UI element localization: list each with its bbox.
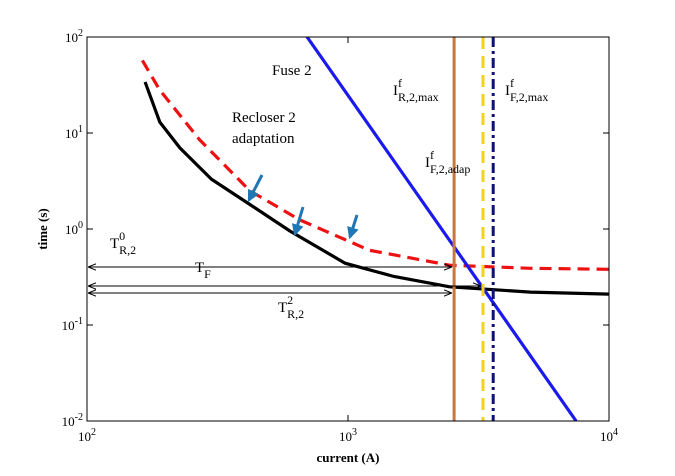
series-line <box>141 59 609 271</box>
series-line <box>305 37 578 421</box>
annotation: T <box>195 260 204 276</box>
annotation-sub: F,2,adap <box>430 162 470 176</box>
annotation-sup: f <box>398 76 402 90</box>
annotation-sup: f <box>510 76 514 90</box>
arrow <box>347 214 359 240</box>
x-axis-label: current (A) <box>317 450 380 465</box>
tick-label: 101 <box>65 124 83 141</box>
tick-label: 104 <box>600 427 618 444</box>
annotation-sup: f <box>430 148 434 162</box>
annotation: Fuse 2 <box>272 63 312 79</box>
annotation-sub: R,2,max <box>398 90 439 104</box>
y-axis-label: time (s) <box>35 208 50 250</box>
tick-label: 103 <box>339 427 357 444</box>
annotation: I <box>425 155 430 171</box>
annotation: T <box>110 236 119 252</box>
annotation-sub: R,2 <box>119 243 136 257</box>
span-arrows <box>88 267 481 293</box>
annotation-sup: 2 <box>287 293 293 307</box>
arrow <box>247 174 264 203</box>
shift-arrows <box>247 174 359 240</box>
tick-label: 10-2 <box>62 412 83 429</box>
annotation-sub: F <box>204 267 211 281</box>
annotation: I <box>505 83 510 99</box>
tick-label: 10-1 <box>62 316 83 333</box>
annotation: I <box>393 83 398 99</box>
annotation-sub: R,2 <box>287 307 304 321</box>
annotation: T <box>278 300 287 316</box>
arrow <box>291 206 305 237</box>
annotation-sub: F,2,max <box>510 90 548 104</box>
annotation: Recloser 2 <box>232 110 296 126</box>
tick-label: 102 <box>65 28 83 45</box>
tick-label: 102 <box>78 427 96 444</box>
annotation: adaptation <box>232 131 295 147</box>
annotation-sup: 0 <box>119 229 125 243</box>
tick-label: 100 <box>65 220 83 237</box>
